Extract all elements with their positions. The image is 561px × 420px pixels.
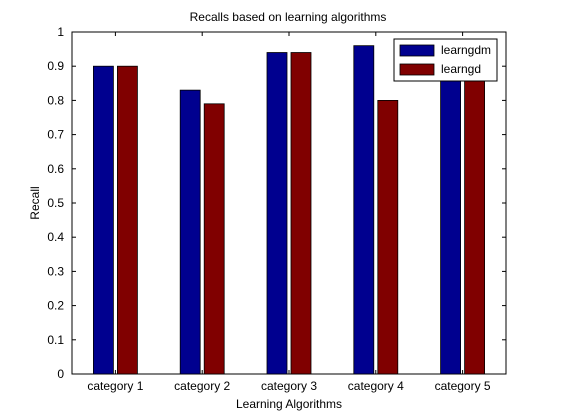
y-tick-label: 0.9 <box>47 59 64 73</box>
legend-label-learngd: learngd <box>441 62 481 76</box>
y-tick-label: 0 <box>57 367 64 381</box>
bar-learngd-category-3 <box>290 52 312 375</box>
bar-learngd-category-2 <box>203 103 225 375</box>
plot-area <box>71 31 507 375</box>
bar-learngd-category-4 <box>377 100 399 375</box>
ticks-layer <box>72 31 506 375</box>
legend: learngdm learngd <box>393 38 498 82</box>
x-tick-label: category 1 <box>87 379 143 393</box>
legend-label-learngdm: learngdm <box>441 43 491 57</box>
y-tick-label: 0.8 <box>47 93 64 107</box>
bar-learngdm-category-3 <box>266 52 288 375</box>
y-tick-label: 0.2 <box>47 299 64 313</box>
y-axis-label: Recall <box>28 186 42 219</box>
y-tick-label: 0.4 <box>47 230 64 244</box>
y-tick-label: 1 <box>57 25 64 39</box>
y-tick-label: 0.3 <box>47 264 64 278</box>
y-tick-label: 0.5 <box>47 196 64 210</box>
bar-learngd-category-1 <box>117 65 138 375</box>
bar-learngd-category-5 <box>464 58 486 375</box>
x-tick-label: category 5 <box>435 379 491 393</box>
bars-layer <box>93 45 486 375</box>
x-tick-label: category 4 <box>348 379 404 393</box>
bar-learngdm-category-1 <box>93 65 114 375</box>
axis-labels-layer: category 1 category 2 category 3 category 4… <box>47 25 491 393</box>
bar-learngdm-category-4 <box>353 45 375 375</box>
bar-learngdm-category-2 <box>179 89 201 375</box>
legend-swatch-learngd <box>399 63 435 76</box>
x-tick-label: category 2 <box>174 379 230 393</box>
chart-title: Recalls based on learning algorithms <box>190 10 387 24</box>
y-tick-label: 0.7 <box>47 128 64 142</box>
legend-swatch-learngdm <box>399 44 435 57</box>
y-tick-label: 0.1 <box>47 333 64 347</box>
x-axis-label: Learning Algorithms <box>236 397 342 411</box>
x-tick-label: category 3 <box>261 379 317 393</box>
y-tick-label: 0.6 <box>47 162 64 176</box>
bar-learngdm-category-5 <box>440 58 462 375</box>
